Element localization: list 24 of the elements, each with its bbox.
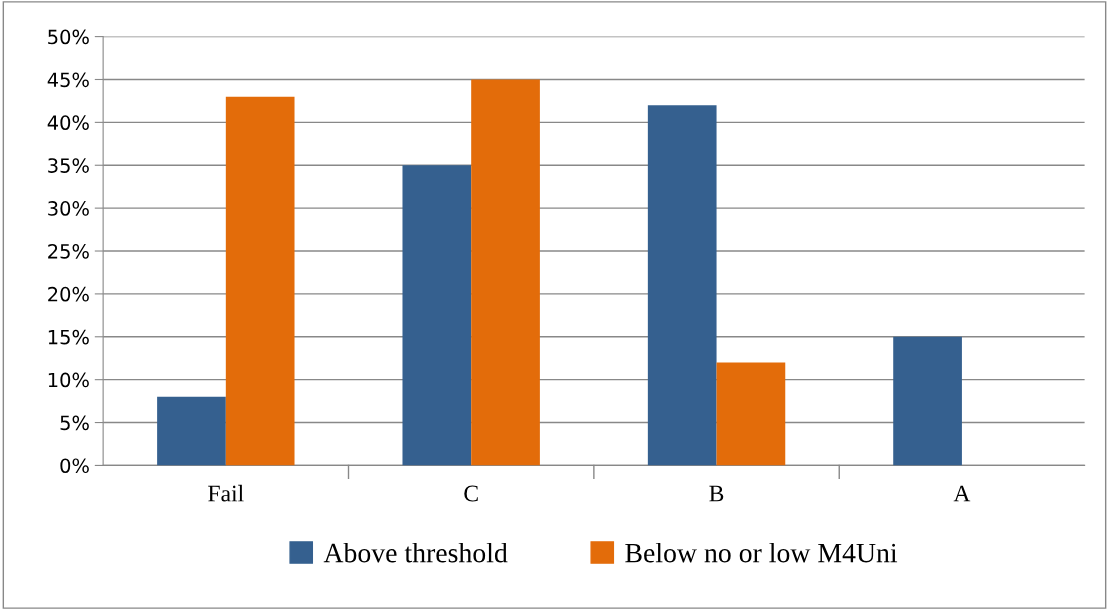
legend-label: Above threshold <box>323 542 508 563</box>
x-tick-label: Fail <box>208 484 244 502</box>
y-tick-label: 30% <box>48 201 89 216</box>
bar <box>225 96 295 466</box>
x-tick-label: A <box>953 485 971 502</box>
bar <box>893 336 962 466</box>
x-tick-label: B <box>709 485 724 502</box>
y-tick-label: 25% <box>48 243 89 259</box>
legend-label: Below no or low M4Uni <box>625 542 898 563</box>
bar <box>716 362 786 466</box>
bar <box>157 396 226 466</box>
bar <box>471 79 540 466</box>
y-tick-label: 5% <box>60 415 89 431</box>
x-tick-label: C <box>464 485 478 502</box>
y-tick-label: 40% <box>47 115 89 131</box>
y-tick-label: 10% <box>48 372 89 388</box>
y-tick-label: 20% <box>48 286 89 302</box>
y-tick-label: 35% <box>48 158 89 173</box>
y-tick-label: 45% <box>47 72 89 88</box>
bar <box>402 165 472 466</box>
y-tick-label: 50% <box>48 29 89 45</box>
bar <box>647 105 717 466</box>
y-tick-label: 15% <box>48 329 89 345</box>
y-tick-label: 0% <box>60 458 89 474</box>
